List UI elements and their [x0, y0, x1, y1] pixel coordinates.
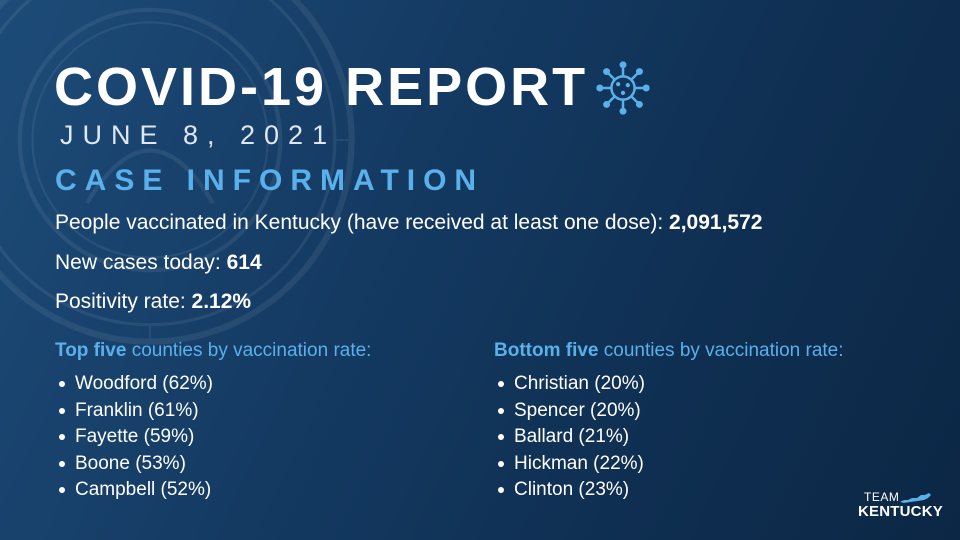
- stat-value: 2,091,572: [669, 211, 763, 234]
- county-name: Hickman (22%): [514, 452, 644, 474]
- list-item: Hickman (22%): [494, 451, 844, 478]
- stat-value: 2.12%: [191, 290, 252, 313]
- title-row: COVID-19 REPORT: [54, 52, 652, 122]
- bullet-icon: [498, 434, 504, 441]
- county-name: Boone (53%): [75, 452, 186, 474]
- top-five-list: Woodford (62%) Franklin (61%) Fayette (5…: [55, 371, 371, 504]
- state-seal-watermark-icon: [0, 0, 355, 345]
- bullet-icon: [59, 434, 65, 441]
- list-item: Boone (53%): [55, 451, 371, 478]
- kentucky-state-shape-icon: [900, 493, 931, 503]
- team-kentucky-logo: TEAM KENTUCKY: [858, 490, 943, 526]
- bullet-icon: [59, 407, 65, 414]
- page-title: COVID-19 REPORT: [54, 57, 589, 117]
- county-name: Franklin (61%): [75, 399, 199, 421]
- county-name: Ballard (21%): [514, 426, 630, 447]
- stat-value: 614: [226, 251, 262, 274]
- heading-bold: Bottom five: [494, 340, 599, 361]
- bullet-icon: [59, 487, 65, 494]
- bullet-icon: [498, 487, 504, 494]
- bottom-five-section: Bottom five counties by vaccination rate…: [494, 340, 844, 504]
- stat-positivity-rate: Positivity rate: 2.12%: [55, 290, 251, 314]
- county-name: Spencer (20%): [514, 399, 641, 421]
- bottom-five-list: Christian (20%) Spencer (20%) Ballard (2…: [494, 371, 844, 504]
- heading-bold: Top five: [55, 340, 127, 361]
- list-item: Franklin (61%): [55, 398, 371, 425]
- list-item: Spencer (20%): [494, 398, 844, 425]
- bottom-five-heading: Bottom five counties by vaccination rate…: [494, 340, 844, 362]
- stat-label: People vaccinated in Kentucky (have rece…: [55, 211, 670, 234]
- county-name: Fayette (59%): [75, 426, 195, 447]
- top-five-heading: Top five counties by vaccination rate:: [55, 340, 371, 362]
- virus-icon: [596, 61, 650, 115]
- county-name: Clinton (23%): [514, 479, 630, 500]
- heading-rest: counties by vaccination rate:: [598, 340, 844, 361]
- report-date: JUNE 8, 2021: [60, 120, 337, 150]
- bullet-icon: [498, 460, 504, 467]
- bullet-icon: [498, 381, 504, 388]
- stat-label: New cases today:: [55, 251, 227, 274]
- stat-label: Positivity rate:: [55, 290, 192, 313]
- list-item: Christian (20%): [494, 371, 844, 398]
- section-heading: CASE INFORMATION: [55, 164, 485, 197]
- bullet-icon: [498, 407, 504, 414]
- bullet-icon: [59, 460, 65, 467]
- list-item: Ballard (21%): [494, 424, 844, 451]
- county-name: Campbell (52%): [75, 479, 212, 500]
- top-five-section: Top five counties by vaccination rate: W…: [55, 340, 371, 504]
- county-name: Woodford (62%): [75, 373, 213, 394]
- stat-vaccinated: People vaccinated in Kentucky (have rece…: [55, 211, 762, 235]
- logo-line-team: TEAM: [864, 490, 900, 504]
- list-item: Clinton (23%): [494, 477, 844, 504]
- county-name: Christian (20%): [514, 373, 645, 394]
- list-item: Woodford (62%): [55, 371, 371, 398]
- heading-rest: counties by vaccination rate:: [126, 340, 372, 361]
- list-item: Fayette (59%): [55, 424, 371, 451]
- logo-line-kentucky: KENTUCKY: [858, 503, 943, 520]
- stat-new-cases: New cases today: 614: [55, 251, 262, 275]
- bullet-icon: [59, 381, 65, 388]
- list-item: Campbell (52%): [55, 477, 371, 504]
